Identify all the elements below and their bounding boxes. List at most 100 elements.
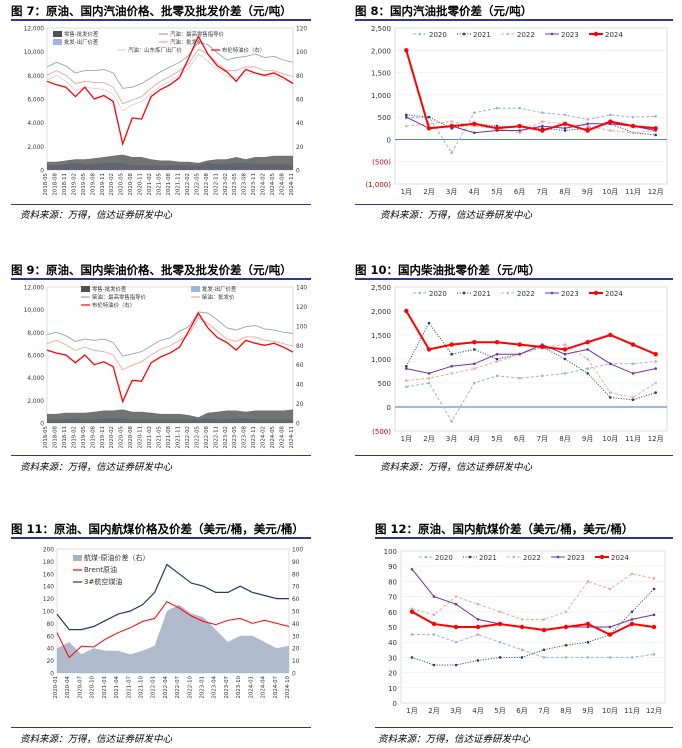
x-tick-label: 2019-08	[90, 425, 96, 448]
y-tick-label: 12,000	[24, 286, 45, 292]
y2-tick-label: 0	[292, 672, 296, 678]
x-tick-label: 2020-08	[128, 172, 134, 195]
data-point-2022	[609, 391, 612, 394]
data-point-2024	[585, 128, 590, 133]
x-tick-label: 7月	[538, 707, 549, 715]
x-tick-label: 2021-05	[157, 426, 163, 449]
data-point-2024	[608, 332, 613, 338]
x-tick-label: 2021-04	[114, 675, 120, 698]
x-tick-label: 4月	[472, 707, 483, 715]
data-point-2021	[476, 659, 480, 662]
y2-tick-label: 60	[296, 98, 304, 104]
y-tick-label: 0	[387, 136, 391, 144]
y-tick-label: 1,000	[371, 92, 391, 100]
series-line-2020	[406, 360, 656, 423]
x-tick-label: 8月	[559, 188, 570, 196]
data-point-2024	[453, 624, 459, 630]
y2-tick-label: 40	[296, 121, 304, 127]
y-tick-label: 0	[40, 422, 44, 428]
data-point-2021	[654, 391, 657, 394]
x-tick-label: 2021-08	[166, 172, 172, 195]
x-tick-label: 4月	[469, 188, 480, 196]
data-point-2021	[427, 115, 431, 119]
data-point-2020	[450, 151, 453, 155]
data-point-2023	[652, 613, 656, 617]
data-point-2023	[608, 625, 612, 629]
data-point-2023	[473, 131, 476, 135]
data-point-2020	[586, 118, 589, 121]
data-point-2023	[432, 595, 436, 598]
data-point-2022	[652, 577, 656, 580]
x-tick-label: 2022-04	[163, 675, 169, 698]
series-line-2021	[405, 322, 656, 401]
x-tick-label: 1月	[401, 188, 412, 196]
legend-label-2024: 2024	[605, 290, 623, 298]
legend-label: 汽油：最高零售指导价	[170, 30, 225, 38]
x-tick-label: 2020-04	[65, 675, 71, 698]
x-tick-label: 2024-02	[261, 426, 267, 449]
data-point-2024	[630, 123, 636, 129]
data-point-2024	[426, 126, 432, 131]
y-tick-label: 1,500	[371, 70, 391, 78]
series-line-2023	[406, 344, 656, 374]
x-tick-label: 2019-02	[71, 426, 77, 449]
data-point-2023	[541, 124, 544, 128]
y-tick-label: 140	[43, 585, 54, 591]
y-tick-label: 0	[50, 672, 54, 678]
data-point-2024	[475, 624, 481, 630]
fig12-rule	[375, 537, 673, 539]
x-tick-label: 2023-05	[232, 426, 238, 449]
x-tick-label: 2022-10	[187, 675, 193, 698]
y-tick-label: 1,500	[371, 332, 391, 340]
fig12-chart: 0 10 20 30 40 50 60 70 80 90 100 1月 2月 3月 4月 5月 6月 7月 8月 9月…	[384, 548, 666, 715]
x-tick-label: 2024-08	[280, 425, 286, 448]
data-point-2024	[653, 352, 658, 357]
series-line-2024	[411, 610, 655, 636]
data-point-2024	[497, 621, 503, 627]
data-point-2022	[450, 120, 453, 123]
y2-tick-label: 80	[292, 572, 300, 578]
legend-label: 零售-批发价差	[64, 30, 99, 38]
y-tick-label: 20	[47, 659, 55, 665]
series-line-wholesale-price	[46, 316, 294, 371]
data-point-2024	[653, 126, 658, 131]
x-tick-label: 2018-11	[62, 426, 68, 449]
fig8-source: 资料来源：万得，信达证券研发中心	[380, 210, 533, 221]
legend-swatch	[53, 31, 62, 37]
x-tick-label: 2021-11	[175, 173, 181, 196]
series-line-2024	[405, 310, 657, 356]
x-tick-label: 2022-07	[175, 676, 181, 699]
data-point-2022	[432, 613, 436, 617]
x-tick-label: 2024-07	[273, 676, 279, 699]
legend-marker-2020	[424, 555, 428, 559]
y2-tick-label: 80	[296, 344, 304, 350]
legend-marker-2021	[462, 32, 466, 36]
series-line-2020	[412, 634, 655, 658]
data-point-2021	[432, 663, 436, 667]
y-tick-label: (1,000)	[365, 181, 391, 189]
series-line-refinery-price	[46, 53, 294, 112]
y-tick-label: 80	[388, 578, 397, 586]
data-point-2022	[586, 580, 590, 583]
data-point-2022	[541, 120, 544, 123]
legend-swatch	[53, 39, 62, 45]
data-point-2021	[405, 364, 408, 368]
x-tick-label: 8月	[560, 707, 571, 715]
y-tick-label: 60	[388, 609, 397, 617]
fig12-source-rule	[375, 727, 673, 728]
x-tick-label: 2月	[423, 188, 434, 196]
legend-label: 批发-出厂价差	[202, 285, 237, 293]
legend-label-2024: 2024	[611, 554, 629, 562]
x-tick-label: 2023-08	[242, 425, 248, 448]
data-point-2022	[563, 343, 567, 346]
legend-label-2021: 2021	[473, 290, 491, 298]
data-point-2024	[562, 121, 568, 127]
fig12-source: 资料来源：万得，信达证券研发中心	[378, 734, 531, 745]
legend-label-2020: 2020	[429, 290, 447, 298]
data-point-2023	[495, 352, 499, 356]
x-tick-label: 2019-05	[81, 426, 87, 449]
data-point-2020	[473, 111, 476, 114]
data-point-2022	[518, 131, 521, 135]
fig12-title: 图 12：原油、国内航煤价差（美元/桶，美元/桶）	[375, 522, 634, 536]
x-tick-label: 7月	[537, 435, 548, 443]
